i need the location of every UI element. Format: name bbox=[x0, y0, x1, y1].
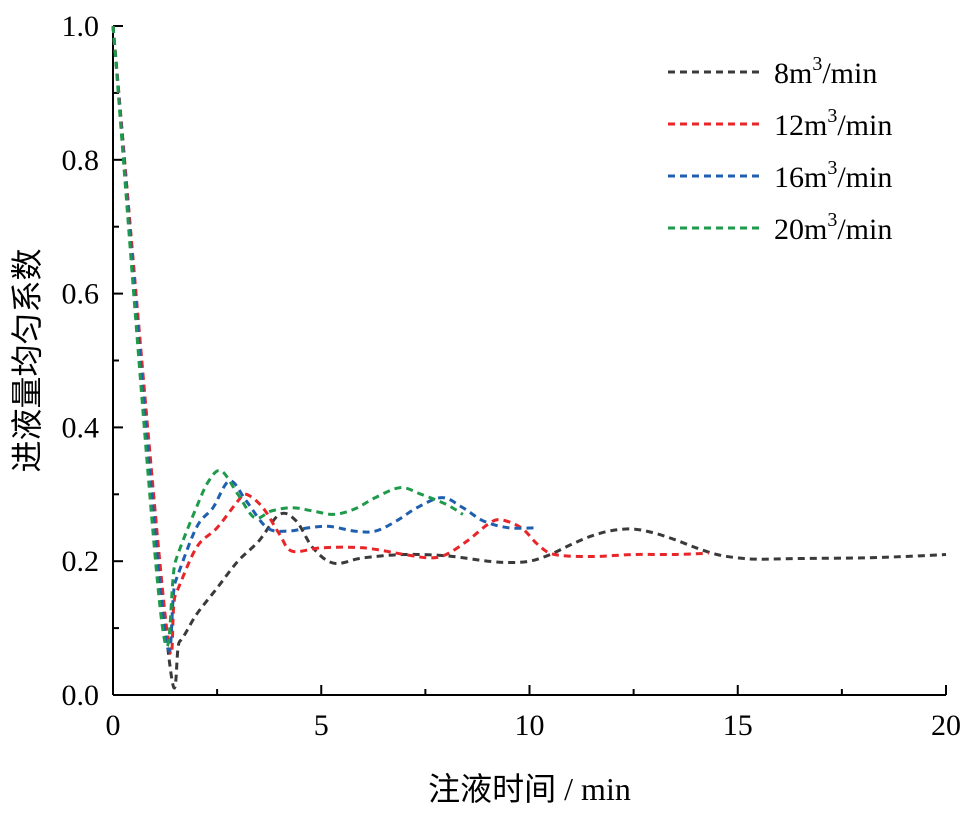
x-tick-label: 20 bbox=[931, 709, 961, 742]
y-axis-title: 进液量均匀系数 bbox=[9, 248, 45, 472]
x-tick-label: 15 bbox=[723, 709, 753, 742]
plot-area bbox=[111, 25, 947, 690]
x-axis-title: 注液时间 / min bbox=[428, 771, 631, 807]
series-line-2 bbox=[111, 25, 709, 656]
series-line-1 bbox=[111, 25, 947, 690]
axes: 0 5 10 15 20 0.0 0.2 0.4 0.6 0.8 1.0 bbox=[62, 10, 962, 742]
y-tick-label: 1.0 bbox=[62, 10, 100, 43]
y-tick-label: 0.6 bbox=[62, 278, 100, 311]
legend-item-4: 20m3/min bbox=[668, 209, 892, 246]
x-tick-label: 0 bbox=[106, 709, 121, 742]
legend-item-1: 8m3/min bbox=[668, 53, 877, 90]
legend-item-2: 12m3/min bbox=[668, 105, 892, 142]
y-tick-label: 0.4 bbox=[62, 411, 100, 444]
legend-label: 16m3/min bbox=[774, 157, 892, 194]
y-tick-label: 0.0 bbox=[62, 679, 100, 712]
x-tick-label: 10 bbox=[515, 709, 545, 742]
legend-item-3: 16m3/min bbox=[668, 157, 892, 194]
x-tick-label: 5 bbox=[314, 709, 329, 742]
series-line-4 bbox=[111, 25, 464, 648]
legend-label: 8m3/min bbox=[774, 53, 877, 90]
y-tick-label: 0.8 bbox=[62, 144, 100, 177]
legend-label: 12m3/min bbox=[774, 105, 892, 142]
y-tick-label: 0.2 bbox=[62, 545, 100, 578]
legend: 8m3/min 12m3/min 16m3/min 20m3/min bbox=[668, 53, 892, 246]
series-line-3 bbox=[111, 25, 538, 653]
legend-label: 20m3/min bbox=[774, 209, 892, 246]
